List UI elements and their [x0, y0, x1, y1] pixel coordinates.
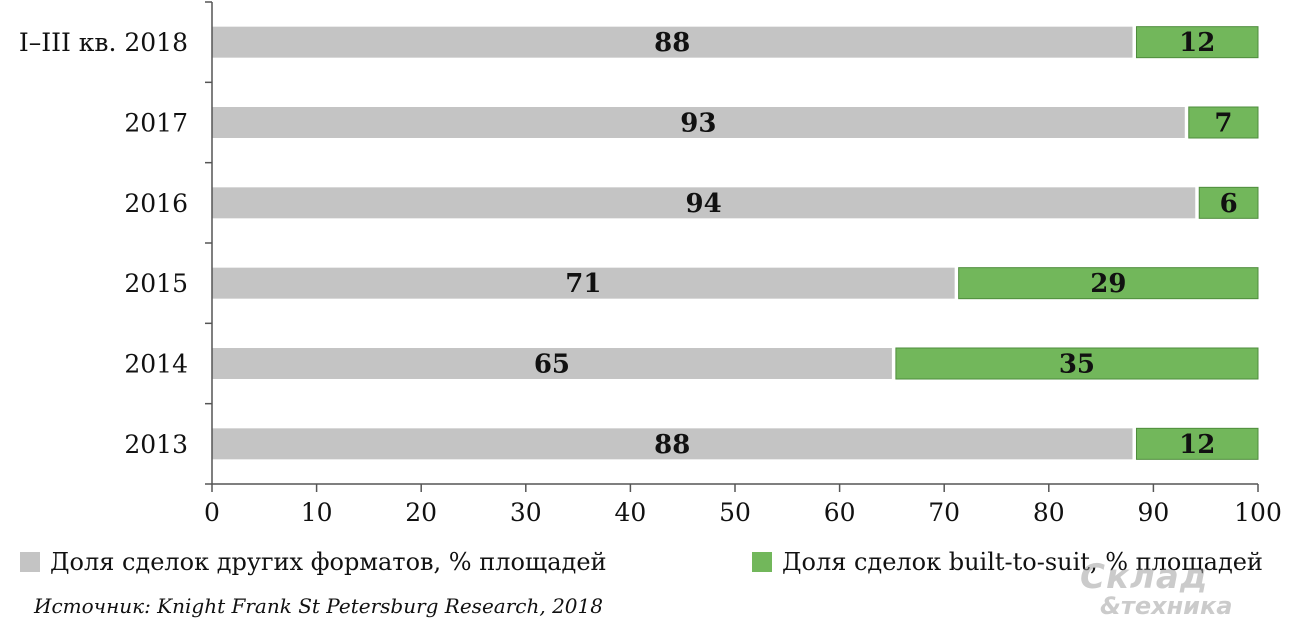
x-tick-label: 70 — [928, 498, 960, 527]
legend-item-other-formats: Доля сделок других форматов, % площадей — [20, 548, 607, 576]
x-tick-label: 20 — [405, 498, 437, 527]
bar-segment — [212, 267, 955, 299]
x-tick-label: 10 — [301, 498, 333, 527]
category-label: 2016 — [124, 189, 188, 218]
bar-segment — [212, 187, 1196, 219]
bar-segment — [895, 347, 1259, 380]
bar-segment — [1188, 106, 1259, 139]
bars-group: 88 12 93 7 94 6 71 29 65 35 88 12 — [212, 26, 1259, 460]
data-label: 65 — [534, 350, 570, 380]
bar-segment — [958, 267, 1259, 300]
x-tick-label: 30 — [510, 498, 542, 527]
data-label: 29 — [1090, 269, 1126, 299]
data-label: 12 — [1179, 28, 1215, 58]
legend-label-built-to-suit: Доля сделок built-to-suit, % площадей — [782, 548, 1263, 576]
axes-group: I–III кв. 2018 2017 2016 2015 2014 2013 0 10 20 3… — [19, 1, 1282, 527]
legend-label-other-formats: Доля сделок других форматов, % площадей — [50, 548, 607, 576]
legend-swatch-other-formats — [20, 552, 40, 572]
category-label: 2015 — [124, 269, 188, 298]
bar-segment — [212, 26, 1133, 58]
category-label: 2013 — [124, 430, 188, 459]
x-tick-label: 60 — [824, 498, 856, 527]
x-tick-label: 40 — [614, 498, 646, 527]
legend-swatch-built-to-suit — [752, 552, 772, 572]
data-label: 93 — [680, 109, 716, 139]
data-label: 88 — [654, 28, 690, 58]
data-label: 71 — [565, 269, 601, 299]
category-label: 2014 — [124, 350, 188, 379]
data-label: 88 — [654, 430, 690, 460]
x-tick-label: 100 — [1234, 498, 1282, 527]
data-label: 7 — [1214, 109, 1232, 139]
category-label: I–III кв. 2018 — [19, 28, 188, 57]
data-label: 6 — [1220, 189, 1238, 219]
bar-segment — [1135, 427, 1259, 460]
watermark-line1: Склад — [1080, 557, 1209, 597]
data-label: 35 — [1059, 350, 1095, 380]
bar-segment — [1198, 186, 1259, 219]
source-note: Источник: Knight Frank St Petersburg Res… — [34, 594, 603, 618]
data-label: 12 — [1179, 430, 1215, 460]
bar-segment — [1135, 26, 1259, 59]
bar-segment — [212, 107, 1185, 138]
x-tick-label: 50 — [719, 498, 751, 527]
x-tick-label: 80 — [1033, 498, 1065, 527]
watermark-line2: &техника — [1100, 592, 1233, 620]
x-tick-label: 90 — [1137, 498, 1169, 527]
legend-item-built-to-suit: Доля сделок built-to-suit, % площадей — [752, 548, 1263, 576]
bar-segment — [212, 428, 1133, 460]
x-tick-label: 0 — [204, 498, 220, 527]
category-label: 2017 — [124, 109, 188, 138]
watermark-logo: Склад &техника — [1080, 560, 1232, 618]
data-label: 94 — [686, 189, 722, 219]
bar-segment — [212, 348, 892, 379]
